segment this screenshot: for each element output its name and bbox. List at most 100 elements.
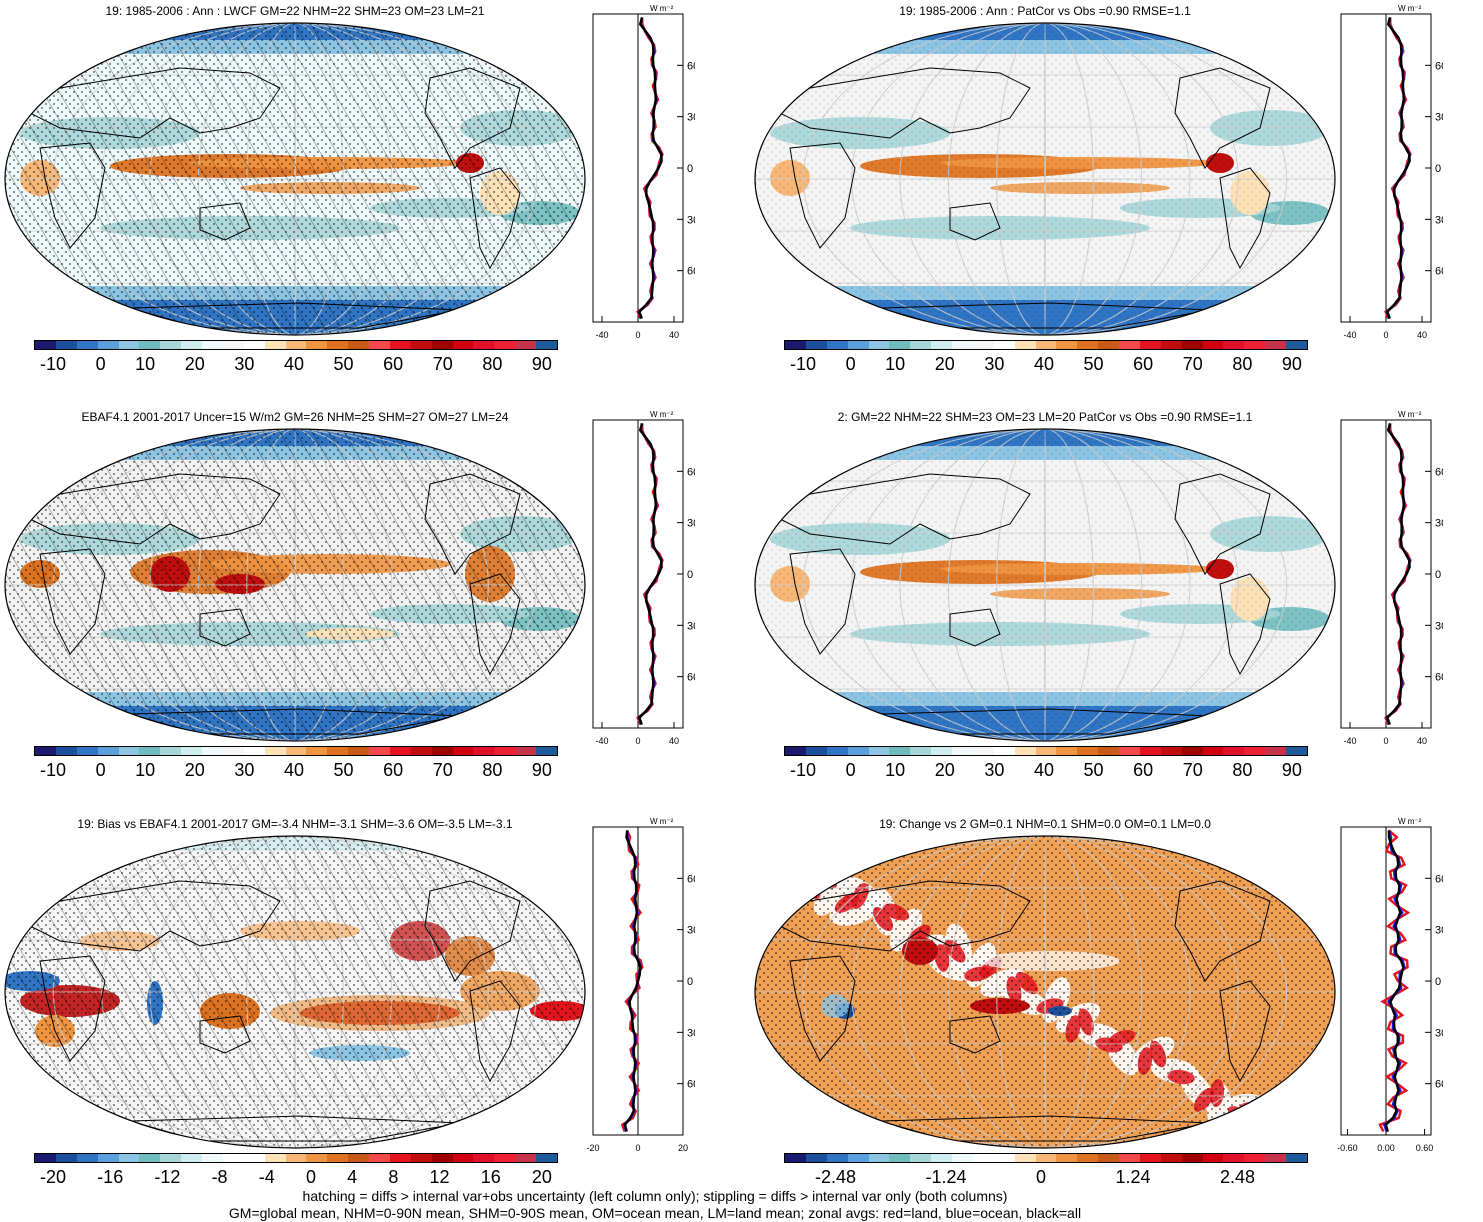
colorbar-tick-label: 80 xyxy=(1232,354,1253,374)
colorbar-tick-label: -1.24 xyxy=(925,1167,967,1187)
colorbar-swatch xyxy=(1056,1154,1078,1162)
colorbar-swatch xyxy=(785,341,806,349)
colorbar-swatch xyxy=(97,747,119,755)
colorbar-swatch xyxy=(1119,341,1140,349)
colorbar-swatch xyxy=(1014,747,1036,755)
colorbar-tick-label: 10 xyxy=(135,760,156,780)
colorbar-swatch xyxy=(1202,747,1224,755)
colorbar-swatch xyxy=(76,341,98,349)
lat-label: 60S xyxy=(687,672,695,684)
lat-label: 60N xyxy=(1435,60,1443,72)
colorbar-swatch xyxy=(1265,1154,1286,1162)
colorbar-swatch xyxy=(1035,747,1057,755)
x-tick-label: -40 xyxy=(595,736,608,746)
colorbar-swatch xyxy=(1160,747,1182,755)
colorbar-swatch xyxy=(1181,341,1203,349)
colorbar-swatch xyxy=(515,747,536,755)
zonal-mean-plot: W m⁻² -40 0 40 60N 30N 0 30S 60S xyxy=(592,4,695,340)
colorbar-swatch xyxy=(431,747,453,755)
colorbar-swatch xyxy=(494,747,516,755)
colorbar-swatch xyxy=(97,341,119,349)
colorbar-swatch xyxy=(972,747,994,755)
colorbar-swatch xyxy=(473,747,495,755)
caption-line-2: GM=global mean, NHM=0-90N mean, SHM=0-90… xyxy=(228,1205,1082,1221)
colorbar-swatch xyxy=(1077,747,1099,755)
zonal-mean-plot: W m⁻² -20 0 20 60N 30N 0 30S 60S xyxy=(586,817,695,1153)
colorbar-swatch xyxy=(1077,1154,1099,1162)
colorbar-tick-label: -10 xyxy=(40,354,67,374)
colorbar-swatch xyxy=(868,1154,890,1162)
colorbar-swatch xyxy=(494,341,516,349)
x-tick-label: 0 xyxy=(635,330,640,340)
lat-label: 30S xyxy=(687,214,695,226)
colorbar xyxy=(34,1153,558,1163)
colorbar-tick-label: 2.48 xyxy=(1219,1167,1255,1187)
colorbar-swatch xyxy=(389,341,411,349)
colorbar-tick-label: 8 xyxy=(388,1167,399,1187)
colorbar-swatch xyxy=(536,747,557,755)
colorbar-swatch xyxy=(222,341,244,349)
colorbar-swatch xyxy=(76,747,98,755)
colorbar-swatch xyxy=(348,341,369,349)
colorbar-tick-label: 90 xyxy=(1281,354,1302,374)
colorbar-tick-label: -12 xyxy=(154,1167,181,1187)
colorbar-swatch xyxy=(452,747,474,755)
colorbar-swatch xyxy=(139,1154,161,1162)
colorbar-swatch xyxy=(1244,747,1266,755)
colorbar-swatch xyxy=(847,747,869,755)
colorbar-swatch xyxy=(805,1154,827,1162)
panel-title: 19: Bias vs EBAF4.1 2001-2017 GM=-3.4 NH… xyxy=(77,817,513,831)
lat-label: 30N xyxy=(687,925,695,937)
colorbar-swatch xyxy=(369,341,390,349)
colorbar-swatch xyxy=(181,1154,202,1162)
colorbar-swatch xyxy=(494,1154,516,1162)
colorbar-swatch xyxy=(1014,341,1036,349)
colorbar-swatch xyxy=(1139,747,1161,755)
colorbar-tick-label: 80 xyxy=(482,760,503,780)
colorbar xyxy=(784,340,1308,350)
colorbar-tick-label: 20 xyxy=(934,760,955,780)
colorbar-swatch xyxy=(910,341,932,349)
colorbar-tick-label: 70 xyxy=(1182,354,1203,374)
colorbar-swatch xyxy=(285,747,307,755)
colorbar-labels: -10 0 10 20 30 40 50 60 70 80 90 xyxy=(40,760,552,781)
colorbar-swatch xyxy=(389,1154,411,1162)
colorbar-swatch xyxy=(952,341,973,349)
unit-label: W m⁻² xyxy=(650,4,674,13)
lat-label: 60N xyxy=(687,873,695,885)
colorbar-tick-label: 12 xyxy=(429,1167,450,1187)
colorbar-tick-label: 20 xyxy=(531,1167,552,1187)
panel-title: EBAF4.1 2001-2017 Uncer=15 W/m2 GM=26 NH… xyxy=(81,410,509,424)
colorbar-swatch xyxy=(35,1154,56,1162)
map xyxy=(754,835,1336,1149)
colorbar-swatch xyxy=(285,341,307,349)
lat-label: 30N xyxy=(1435,518,1443,530)
colorbar xyxy=(784,746,1308,756)
colorbar-tick-label: -4 xyxy=(258,1167,275,1187)
colorbar-tick-label: 20 xyxy=(934,354,955,374)
colorbar-swatch xyxy=(473,341,495,349)
colorbar-tick-label: 1.24 xyxy=(1115,1167,1151,1187)
colorbar-swatch xyxy=(889,1154,911,1162)
colorbar-swatch xyxy=(515,341,536,349)
colorbar-labels: -10 0 10 20 30 40 50 60 70 80 90 xyxy=(40,354,552,375)
x-tick-label: 0 xyxy=(1383,736,1388,746)
colorbar-swatch xyxy=(139,747,161,755)
lat-label: 30N xyxy=(1435,112,1443,124)
colorbar-swatch xyxy=(1098,747,1119,755)
colorbar-tick-label: 80 xyxy=(1232,760,1253,780)
colorbar-tick-label: 0 xyxy=(1035,1167,1046,1187)
lat-label: 60N xyxy=(1435,873,1443,885)
colorbar-swatch xyxy=(952,1154,973,1162)
colorbar-swatch xyxy=(243,341,265,349)
colorbar-tick-label: 0 xyxy=(845,760,856,780)
colorbar-tick-label: 70 xyxy=(1182,760,1203,780)
colorbar-swatch xyxy=(55,341,77,349)
colorbar-tick-label: 4 xyxy=(347,1167,358,1187)
colorbar-tick-label: -10 xyxy=(40,760,67,780)
colorbar-swatch xyxy=(118,747,140,755)
colorbar-tick-label: -10 xyxy=(790,354,817,374)
colorbar-swatch xyxy=(1286,1154,1307,1162)
colorbar-swatch xyxy=(348,747,369,755)
colorbar-swatch xyxy=(222,747,244,755)
